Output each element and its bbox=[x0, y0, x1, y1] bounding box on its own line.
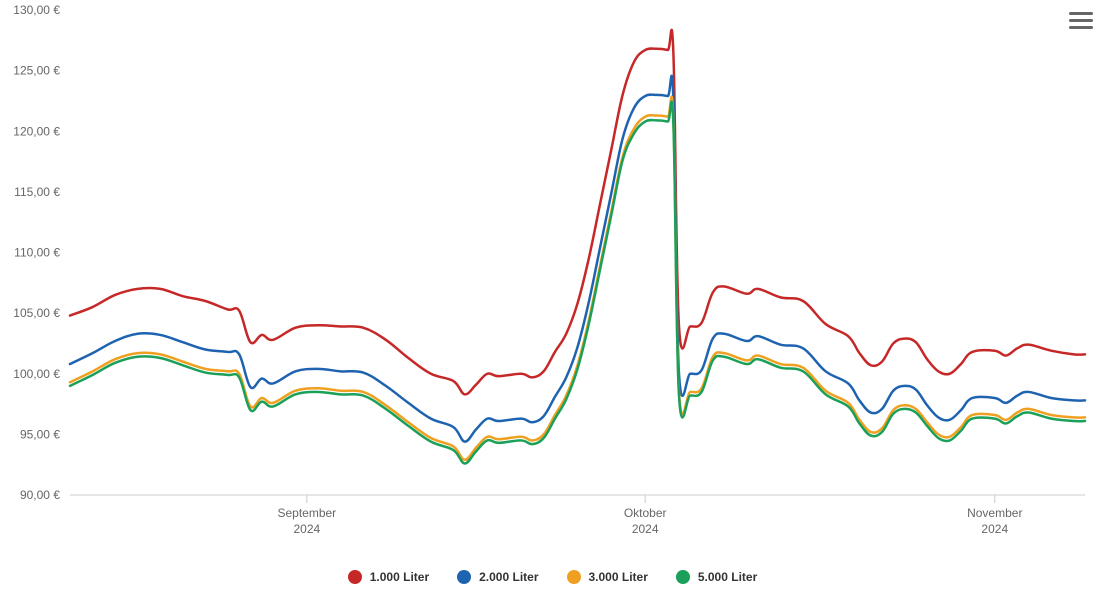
price-chart: 90,00 € 95,00 € 100,00 € 105,00 € 110,00 € 11… bbox=[0, 0, 1105, 602]
chart-legend: 1.000 Liter 2.000 Liter 3.000 Liter 5.000 L… bbox=[0, 570, 1105, 584]
series-line bbox=[70, 76, 1085, 442]
legend-swatch bbox=[676, 570, 690, 584]
legend-label: 1.000 Liter bbox=[370, 570, 429, 584]
series-line bbox=[70, 102, 1085, 464]
y-tick-label: 115,00 € bbox=[14, 185, 60, 199]
y-tick-label: 120,00 € bbox=[13, 124, 60, 138]
y-tick-label: 90,00 € bbox=[20, 488, 60, 502]
x-tick-label-year: 2024 bbox=[293, 522, 320, 536]
x-tick-label-year: 2024 bbox=[981, 522, 1008, 536]
y-tick-label: 125,00 € bbox=[13, 64, 60, 78]
hamburger-bar bbox=[1069, 26, 1093, 29]
hamburger-bar bbox=[1069, 12, 1093, 15]
x-tick-label-month: November bbox=[967, 506, 1022, 520]
series-line bbox=[70, 97, 1085, 460]
y-tick-label: 130,00 € bbox=[13, 3, 60, 17]
chart-menu-button[interactable] bbox=[1069, 8, 1093, 32]
legend-swatch bbox=[457, 570, 471, 584]
y-tick-label: 110,00 € bbox=[14, 246, 60, 260]
x-tick-label-month: Oktober bbox=[624, 506, 667, 520]
legend-swatch bbox=[348, 570, 362, 584]
legend-item[interactable]: 5.000 Liter bbox=[676, 570, 757, 584]
y-tick-label: 105,00 € bbox=[13, 306, 60, 320]
legend-label: 2.000 Liter bbox=[479, 570, 538, 584]
x-tick-label-month: September bbox=[277, 506, 336, 520]
hamburger-bar bbox=[1069, 19, 1093, 22]
legend-item[interactable]: 1.000 Liter bbox=[348, 570, 429, 584]
x-tick-label-year: 2024 bbox=[632, 522, 659, 536]
legend-item[interactable]: 2.000 Liter bbox=[457, 570, 538, 584]
series-line bbox=[70, 30, 1085, 395]
legend-label: 3.000 Liter bbox=[589, 570, 648, 584]
y-tick-label: 95,00 € bbox=[20, 427, 60, 441]
legend-label: 5.000 Liter bbox=[698, 570, 757, 584]
legend-item[interactable]: 3.000 Liter bbox=[567, 570, 648, 584]
legend-swatch bbox=[567, 570, 581, 584]
y-tick-label: 100,00 € bbox=[13, 367, 60, 381]
chart-canvas: 90,00 € 95,00 € 100,00 € 105,00 € 110,00 € 11… bbox=[0, 0, 1105, 602]
